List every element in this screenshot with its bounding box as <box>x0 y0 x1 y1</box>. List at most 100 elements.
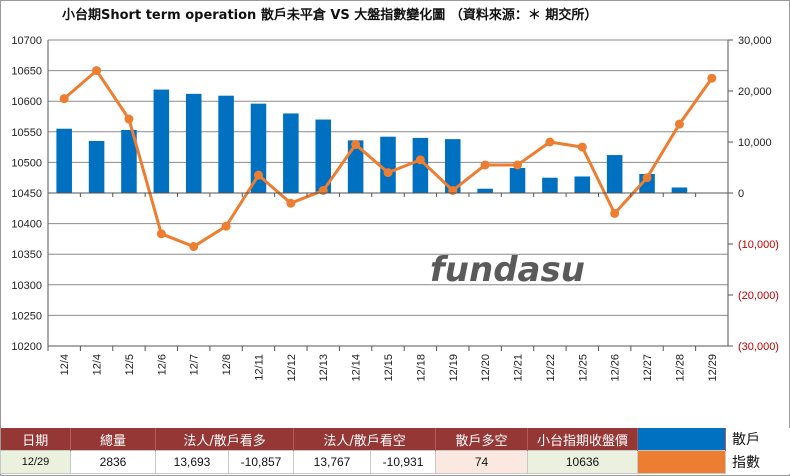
chart-title: 小台期Short term operation 散戶未平倉 VS 大盤指數變化圖… <box>62 7 597 23</box>
bar <box>606 155 623 193</box>
header-date: 日期 <box>0 428 71 451</box>
value-date: 12/29 <box>0 450 71 474</box>
legend-label-bar: 散戶 <box>725 428 790 451</box>
bar <box>218 95 234 193</box>
index-point <box>189 242 199 252</box>
index-point <box>253 170 263 180</box>
header-close: 小台指期收盤價 <box>527 428 639 451</box>
x-tick-label: 12/22 <box>545 354 557 382</box>
left-tick-label: 10250 <box>11 310 42 322</box>
bar <box>88 140 105 193</box>
index-point <box>707 73 717 83</box>
left-tick-label: 10650 <box>11 66 42 78</box>
right-tick-label: (20,000) <box>738 290 779 302</box>
x-tick-label: 12/27 <box>642 354 654 382</box>
x-tick-label: 12/29 <box>707 354 719 382</box>
bar <box>185 93 202 193</box>
bar <box>477 188 493 193</box>
index-point <box>448 185 458 195</box>
bar <box>380 136 396 193</box>
right-tick-label: 20,000 <box>738 86 772 98</box>
summary-value-row: 12/29 2836 13,693 -10,857 13,767 -10,931… <box>0 450 790 474</box>
index-point <box>577 142 587 152</box>
right-tick-label: (10,000) <box>738 239 779 251</box>
legend-swatch-bar <box>637 428 727 451</box>
bar-series-retail <box>56 89 688 193</box>
left-tick-label: 10300 <box>11 280 42 292</box>
x-tick-label: 12/13 <box>318 354 330 382</box>
bar <box>412 137 429 193</box>
index-point <box>383 168 393 178</box>
bar <box>509 167 526 193</box>
bar <box>283 113 299 193</box>
legend-swatch-line <box>637 450 727 474</box>
right-tick-label: 10,000 <box>738 137 772 149</box>
header-retail-net: 散戶多空 <box>435 428 529 451</box>
value-short-inst: 13,767 <box>293 450 372 474</box>
bar <box>250 103 267 193</box>
value-short-retail: -10,931 <box>370 450 437 474</box>
index-point <box>351 140 361 150</box>
left-tick-label: 10450 <box>11 188 42 200</box>
bar <box>153 89 170 193</box>
line-series-index <box>59 66 717 252</box>
x-tick-label: 12/20 <box>480 354 492 382</box>
watermark: fundasu <box>430 250 585 290</box>
header-short: 法人/散戶看空 <box>293 428 437 451</box>
x-tick-label: 12/28 <box>674 354 686 382</box>
index-point <box>59 94 69 104</box>
bar <box>671 187 688 193</box>
x-tick-label: 12/5 <box>124 354 136 375</box>
bar <box>315 119 332 193</box>
x-tick-label: 12/7 <box>189 354 201 375</box>
value-close: 10636 <box>527 450 639 474</box>
bar <box>347 140 364 193</box>
index-point <box>124 114 134 124</box>
x-tick-label: 12/4 <box>92 354 104 375</box>
x-tick-label: 12/19 <box>448 354 460 382</box>
index-point <box>318 185 328 195</box>
index-point <box>610 208 620 218</box>
left-tick-label: 10400 <box>11 219 42 231</box>
left-tick-label: 10500 <box>11 157 42 169</box>
index-point <box>286 198 296 208</box>
right-tick-label: 0 <box>738 188 744 200</box>
value-long-inst: 13,693 <box>155 450 229 474</box>
x-tick-label: 12/4 <box>59 354 71 375</box>
value-long-retail: -10,857 <box>227 450 295 474</box>
index-point <box>221 221 231 231</box>
value-volume: 2836 <box>70 450 156 474</box>
left-tick-label: 10350 <box>11 249 42 261</box>
x-tick-label: 12/11 <box>253 354 265 381</box>
index-point <box>674 119 684 129</box>
bar <box>56 128 72 193</box>
bar <box>444 139 461 193</box>
index-point <box>545 137 555 147</box>
summary-header-row: 日期 總量 法人/散戶看多 法人/散戶看空 散戶多空 小台指期收盤價 散戶 <box>0 428 790 451</box>
bar <box>574 176 591 193</box>
left-tick-label: 10600 <box>11 96 42 108</box>
legend-label-line: 指數 <box>725 450 790 474</box>
x-tick-label: 12/18 <box>415 354 427 382</box>
index-point <box>480 160 490 170</box>
index-point <box>415 155 425 165</box>
x-tick-label: 12/8 <box>221 354 233 375</box>
x-tick-label: 12/6 <box>156 354 168 375</box>
index-point <box>156 229 166 239</box>
x-tick-label: 12/12 <box>286 354 298 382</box>
header-volume: 總量 <box>70 428 156 451</box>
x-tick-label: 12/26 <box>610 354 622 382</box>
value-retail-net: 74 <box>435 450 529 474</box>
combo-chart: 10700 10650 10600 10550 10500 10450 10400 10350… <box>11 7 779 382</box>
right-tick-label: 30,000 <box>738 35 772 47</box>
left-tick-label: 10200 <box>11 341 42 353</box>
left-tick-label: 10550 <box>11 127 42 139</box>
bar <box>542 177 558 193</box>
bar <box>121 129 137 193</box>
x-tick-label: 12/25 <box>577 354 589 382</box>
x-tick-label: 12/15 <box>383 354 395 382</box>
x-tick-label: 12/14 <box>351 354 363 382</box>
left-tick-label: 10700 <box>11 35 42 47</box>
index-point <box>642 173 652 183</box>
